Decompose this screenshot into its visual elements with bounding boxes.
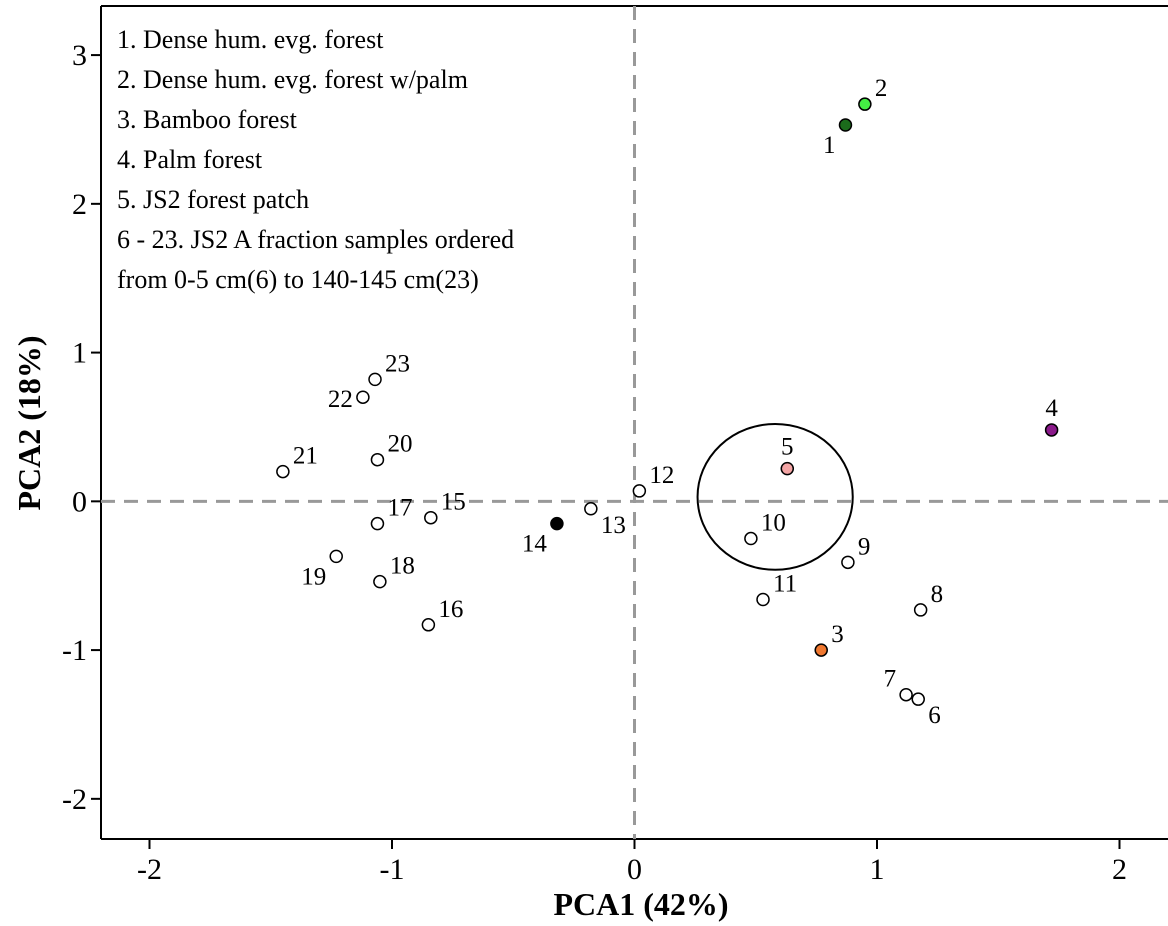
point-label-2: 2 [875, 75, 888, 102]
point-label-21: 21 [293, 443, 318, 470]
data-point-17 [370, 516, 385, 531]
data-point-7 [899, 687, 913, 702]
point-label-23: 23 [385, 350, 410, 377]
data-point-13 [584, 502, 598, 516]
point-label-15: 15 [441, 489, 466, 516]
data-points [276, 97, 1059, 706]
data-point-21 [276, 464, 290, 479]
y-tick-label: -1 [62, 634, 87, 667]
data-point-11 [756, 592, 770, 607]
x-tick-label: 1 [870, 853, 885, 886]
point-label-16: 16 [438, 596, 463, 623]
point-label-18: 18 [390, 553, 415, 580]
data-point-6 [911, 692, 925, 706]
data-point-15 [424, 510, 438, 525]
legend-line: 5. JS2 forest patch [117, 185, 309, 214]
point-label-22: 22 [328, 386, 353, 413]
legend-line: 2. Dense hum. evg. forest w/palm [117, 65, 468, 94]
data-point-1 [838, 118, 853, 132]
data-point-3 [814, 643, 828, 657]
point-label-12: 12 [649, 462, 674, 489]
y-tick-label: 0 [72, 485, 87, 518]
x-axis-title: PCA1 (42%) [553, 886, 728, 922]
data-point-19 [329, 549, 343, 564]
data-point-8 [913, 603, 928, 617]
x-tick-label: 0 [627, 853, 642, 886]
point-label-1: 1 [823, 132, 836, 159]
point-label-6: 6 [928, 702, 941, 729]
data-point-9 [841, 555, 855, 570]
legend-line: from 0-5 cm(6) to 140-145 cm(23) [117, 265, 479, 294]
y-tick-label: -2 [62, 783, 87, 816]
point-label-9: 9 [858, 533, 871, 560]
legend-line: 1. Dense hum. evg. forest [117, 25, 384, 54]
point-label-8: 8 [931, 581, 944, 608]
legend-line: 3. Bamboo forest [117, 105, 298, 134]
point-label-17: 17 [387, 495, 412, 522]
y-tick-label: 2 [72, 188, 87, 221]
data-point-23 [368, 372, 382, 387]
data-point-12 [632, 484, 647, 498]
legend-line: 4. Palm forest [117, 145, 263, 174]
point-label-10: 10 [761, 510, 786, 537]
point-label-14: 14 [522, 531, 548, 558]
x-tick-label: 2 [1112, 853, 1127, 886]
y-tick-label: 3 [72, 39, 87, 72]
point-label-19: 19 [301, 563, 326, 590]
point-label-4: 4 [1045, 395, 1058, 422]
x-axis-ticks: -2 -1 0 1 2 [137, 839, 1127, 886]
y-axis-title: PCA2 (18%) [11, 335, 47, 510]
y-tick-label: 1 [72, 337, 87, 370]
point-label-20: 20 [387, 431, 412, 458]
data-point-5 [780, 461, 795, 476]
point-label-3: 3 [831, 621, 844, 648]
x-tick-label: -1 [380, 853, 405, 886]
legend: 1. Dense hum. evg. forest 2. Dense hum. e… [117, 25, 514, 294]
point-label-7: 7 [884, 666, 897, 693]
highlight-circle-group [696, 422, 854, 571]
data-point-4 [1044, 423, 1059, 437]
x-tick-label: -2 [137, 853, 162, 886]
point-label-13: 13 [601, 512, 626, 539]
data-point-20 [370, 452, 385, 467]
point-label-11: 11 [773, 571, 797, 598]
data-point-10 [744, 531, 758, 546]
data-point-2 [858, 97, 872, 111]
highlight-circle [696, 422, 854, 571]
reference-lines [101, 6, 1168, 839]
data-point-18 [373, 574, 387, 589]
point-label-5: 5 [781, 434, 794, 461]
legend-line: 6 - 23. JS2 A fraction samples ordered [117, 225, 514, 254]
data-point-14 [550, 516, 564, 531]
data-point-16 [421, 618, 436, 632]
data-point-22 [356, 390, 370, 404]
y-axis-ticks: -2 -1 0 1 2 3 [62, 39, 101, 816]
